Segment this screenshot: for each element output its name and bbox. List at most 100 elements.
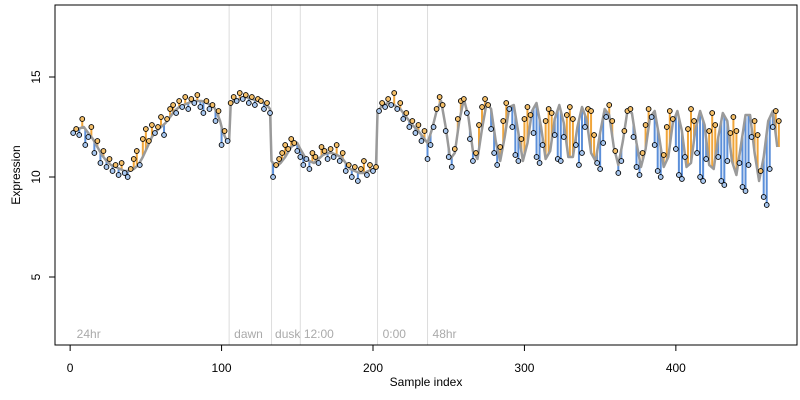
data-point	[133, 148, 140, 154]
data-point	[509, 124, 516, 130]
data-point	[385, 96, 391, 102]
data-point	[276, 156, 282, 162]
data-point	[464, 110, 470, 116]
data-point	[130, 156, 137, 162]
x-tick-label: 100	[212, 361, 232, 375]
data-point	[430, 124, 437, 130]
data-point	[642, 122, 649, 128]
data-point	[406, 124, 413, 130]
data-point	[312, 154, 319, 160]
data-point	[709, 110, 716, 116]
data-point	[754, 132, 761, 138]
data-point	[230, 94, 237, 100]
data-point	[530, 130, 537, 136]
data-point	[73, 126, 80, 132]
data-point	[630, 134, 637, 140]
data-point	[685, 126, 691, 132]
data-point	[400, 116, 407, 122]
data-point	[158, 114, 164, 120]
data-point	[367, 162, 373, 168]
data-point	[118, 160, 125, 166]
data-point	[706, 128, 713, 134]
data-point	[318, 144, 325, 150]
data-point	[621, 128, 628, 134]
data-point	[342, 168, 349, 174]
data-point	[315, 160, 322, 166]
data-point	[373, 164, 379, 170]
data-point	[600, 140, 607, 146]
data-point	[194, 92, 201, 98]
data-point	[421, 128, 428, 134]
data-point	[88, 124, 95, 130]
data-point	[388, 102, 395, 108]
data-point	[227, 100, 234, 106]
data-point	[351, 164, 358, 170]
data-point	[258, 98, 264, 104]
data-point	[394, 106, 401, 112]
data-point	[358, 166, 364, 172]
data-point	[548, 110, 555, 116]
data-point	[567, 104, 573, 110]
data-point	[412, 130, 419, 136]
data-point	[461, 96, 467, 102]
data-point	[751, 118, 758, 124]
data-point	[433, 106, 440, 112]
data-point	[300, 162, 307, 168]
data-point	[551, 132, 558, 138]
data-point	[100, 148, 107, 154]
data-point	[403, 110, 410, 116]
region-label: 24hr	[77, 327, 101, 341]
data-point	[669, 116, 676, 122]
data-point	[524, 104, 531, 110]
data-point	[282, 142, 289, 148]
data-point	[203, 98, 210, 104]
data-point	[427, 142, 434, 148]
y-axis-title: Expression	[9, 145, 23, 204]
data-point	[454, 116, 461, 122]
data-point	[149, 122, 155, 128]
data-point	[424, 156, 431, 162]
data-point	[488, 126, 494, 132]
data-point	[627, 106, 634, 112]
data-point	[139, 136, 146, 142]
data-point	[745, 162, 752, 168]
data-point	[127, 166, 134, 172]
data-point	[224, 138, 231, 144]
data-point	[536, 160, 543, 166]
data-point	[570, 116, 576, 122]
data-point	[491, 150, 497, 156]
data-point	[557, 158, 564, 164]
data-point	[563, 112, 570, 118]
y-tick-label: 5	[29, 273, 43, 280]
data-point	[539, 142, 546, 148]
y-axis: 5 10 15	[29, 70, 56, 280]
data-point	[339, 150, 346, 156]
data-point	[603, 114, 610, 120]
data-point	[494, 162, 501, 168]
data-point	[512, 152, 519, 158]
data-point	[182, 94, 189, 100]
data-point	[161, 132, 167, 138]
data-point	[106, 156, 113, 162]
data-point	[336, 158, 343, 164]
region-label: 48hr	[433, 327, 457, 341]
data-point	[651, 142, 658, 148]
data-point	[654, 168, 661, 174]
data-point	[724, 158, 731, 164]
data-point	[76, 132, 83, 138]
data-point	[445, 154, 452, 160]
data-point	[418, 138, 425, 144]
data-point	[273, 162, 279, 168]
data-point	[633, 164, 640, 170]
data-point	[597, 166, 603, 172]
data-point	[200, 110, 207, 116]
data-point	[691, 118, 697, 124]
data-point	[579, 150, 585, 156]
data-point	[370, 168, 376, 174]
data-point	[742, 188, 749, 194]
data-point	[436, 94, 443, 100]
region-label: dusk	[275, 327, 301, 341]
data-points	[70, 90, 782, 208]
data-point	[242, 92, 249, 98]
data-point	[249, 94, 255, 100]
